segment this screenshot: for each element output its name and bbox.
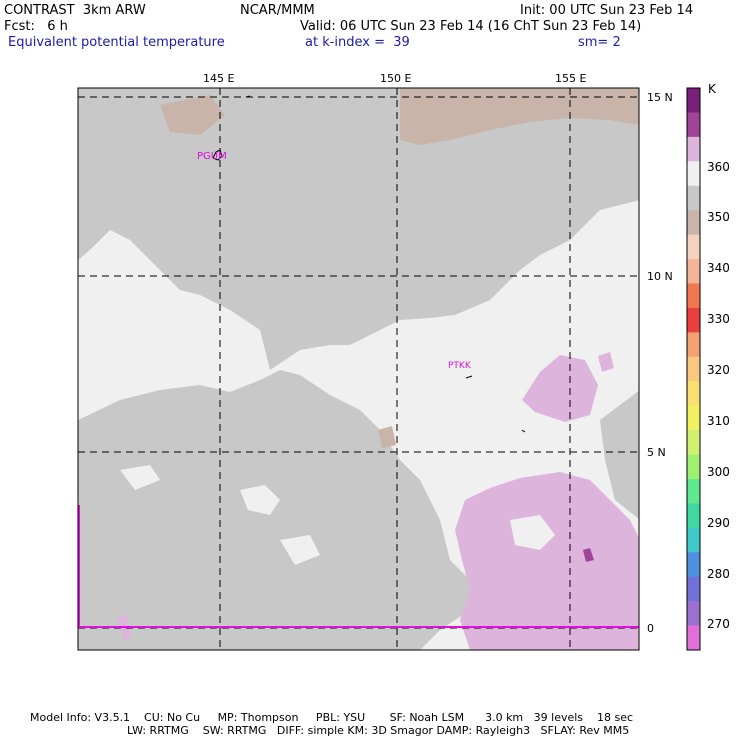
colorbar-swatch xyxy=(687,478,700,504)
lon-label: 155 E xyxy=(555,72,587,85)
colorbar-swatch xyxy=(687,601,700,626)
colorbar-swatch xyxy=(687,332,700,358)
colorbar-swatch xyxy=(687,381,700,406)
field-350-region-north xyxy=(78,88,639,370)
colorbar-label: 360 xyxy=(707,160,730,174)
lat-label: 10 N xyxy=(647,270,673,283)
station-label-pgum: PGUM xyxy=(197,151,227,162)
model-info-line1: Model Info: V3.5.1 CU: No Cu MP: Thompso… xyxy=(30,711,634,724)
field-350-region-east xyxy=(600,390,639,520)
colorbar-swatch xyxy=(687,356,700,382)
station-label-ptkk: PTKK xyxy=(448,361,471,371)
colorbar-label: 300 xyxy=(707,465,730,479)
field-340-patch xyxy=(400,88,639,145)
init-time: Init: 00 UTC Sun 23 Feb 14 xyxy=(520,3,694,18)
lon-label: 145 E xyxy=(203,72,235,85)
colorbar-label: 290 xyxy=(707,516,730,530)
lon-label: 150 E xyxy=(380,72,412,85)
colorbar-label: 320 xyxy=(707,363,730,377)
colorbar-swatch xyxy=(687,283,700,309)
colorbar-label: 280 xyxy=(707,567,730,581)
colorbar-swatch xyxy=(687,576,700,602)
colorbar-swatch xyxy=(687,185,700,211)
field-370-region-south xyxy=(455,472,639,650)
colorbar-swatch xyxy=(687,259,700,284)
coastline-guam xyxy=(212,149,223,161)
colorbar-swatch xyxy=(687,136,700,162)
field-380-spot xyxy=(583,548,594,562)
field-name: Equivalent potential temperature xyxy=(8,35,225,50)
colorbar-swatch xyxy=(687,527,700,553)
lat-label: 0 xyxy=(647,622,654,635)
colorbar-swatch xyxy=(687,210,700,235)
forecast-hour: Fcst: 6 h xyxy=(4,19,68,34)
field-340-patch xyxy=(378,426,396,448)
colorbar-label: 340 xyxy=(707,261,730,275)
level-info: at k-index = 39 xyxy=(305,35,410,50)
domain-boundary xyxy=(78,505,639,628)
source-label: NCAR/MMM xyxy=(240,3,315,18)
map-frame xyxy=(77,87,640,651)
colorbar-swatch xyxy=(687,234,700,260)
colorbar-swatch xyxy=(687,88,700,113)
field-370-region-east xyxy=(522,355,598,422)
colorbar-swatch xyxy=(687,503,700,529)
colorbar-label: 270 xyxy=(707,617,730,631)
colorbar-label: 330 xyxy=(707,312,730,326)
lat-label: 15 N xyxy=(647,91,673,104)
field-360-pocket xyxy=(240,485,280,515)
field-370-region-small xyxy=(598,352,614,372)
colorbar-unit: K xyxy=(708,82,716,96)
colorbar-swatch xyxy=(687,552,700,577)
colorbar-swatch xyxy=(687,454,700,480)
colorbar-swatch xyxy=(687,430,700,455)
valid-time: Valid: 06 UTC Sun 23 Feb 14 (16 ChT Sun … xyxy=(300,19,642,34)
colorbar-swatch xyxy=(687,161,700,187)
colorbar-label: 350 xyxy=(707,210,730,224)
coastline-island xyxy=(521,429,526,433)
field-340-patch xyxy=(160,95,225,135)
field-360-pocket xyxy=(510,515,555,550)
coastline-chuuk xyxy=(465,375,473,379)
lat-label: 5 N xyxy=(647,446,666,459)
colorbar xyxy=(686,87,701,651)
colorbar-frame xyxy=(686,87,701,651)
colorbar-swatch xyxy=(687,405,700,431)
colorbar-swatch xyxy=(687,625,700,651)
model-info-line2: LW: RRTMG SW: RRTMG DIFF: simple KM: 3D … xyxy=(127,724,630,737)
colorbar-swatch xyxy=(687,307,700,333)
model-title: CONTRAST 3km ARW xyxy=(4,3,146,18)
field-350-region-central xyxy=(78,370,470,650)
colorbar-swatch xyxy=(687,112,700,138)
colorbar-label: 310 xyxy=(707,414,730,428)
field-360-pocket xyxy=(280,535,320,565)
smoothing-info: sm= 2 xyxy=(578,35,621,50)
field-360-pocket xyxy=(120,465,160,490)
